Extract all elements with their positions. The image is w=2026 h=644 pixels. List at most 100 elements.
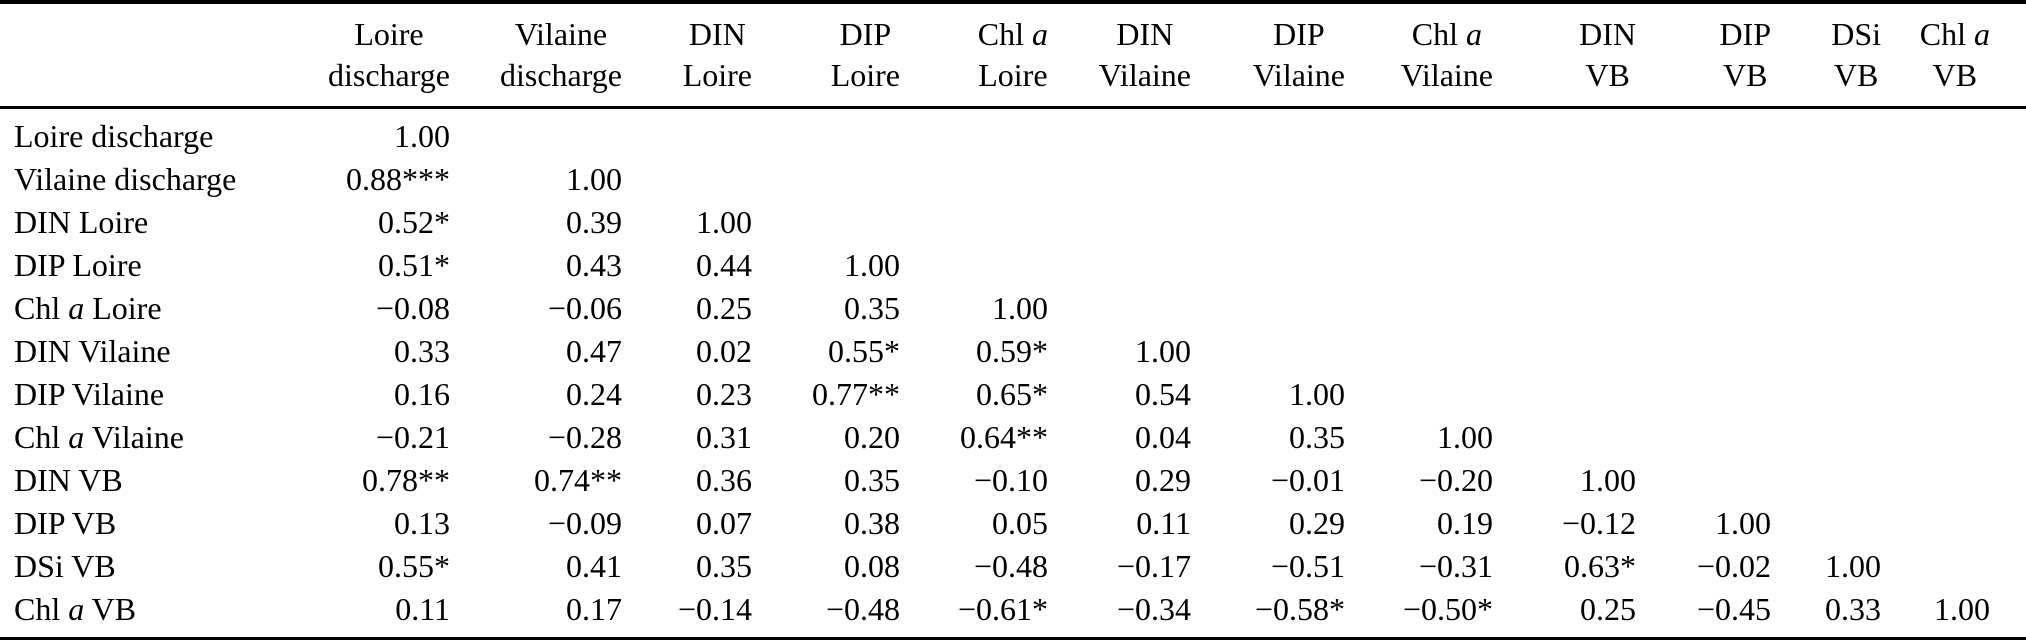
column-header: DIP Vilaine	[1191, 2, 1345, 108]
empty-cell	[1881, 201, 2026, 244]
correlation-cell: 0.19	[1437, 505, 1493, 541]
empty-cell	[1771, 416, 1881, 459]
correlation-cell: 0.07	[696, 505, 752, 541]
table-row: Vilaine discharge 0.88*** 1.00	[0, 158, 2026, 201]
table-row: DIN VB 0.78** 0.74** 0.36 0.35 −0.10 0.29 −0.01…	[0, 459, 2026, 502]
empty-cell	[900, 244, 1048, 287]
empty-cell	[1048, 287, 1191, 330]
empty-cell	[1345, 287, 1493, 330]
column-header-line1: Vilaine	[514, 16, 608, 52]
empty-cell	[1345, 201, 1493, 244]
row-label: Vilaine discharge	[14, 161, 237, 197]
table-header: Loire discharge Vilaine discharge DIN Loire DI…	[0, 2, 2026, 108]
empty-cell	[1881, 416, 2026, 459]
correlation-cell: 0.51*	[378, 247, 450, 283]
column-header-line2: VB	[1722, 57, 1768, 93]
empty-cell	[1771, 330, 1881, 373]
correlation-cell: −0.58*	[1254, 591, 1345, 627]
correlation-cell: 1.00	[1437, 419, 1493, 455]
table-row: Chl a Loire −0.08 −0.06 0.25 0.35 1.00	[0, 287, 2026, 330]
empty-cell	[1048, 244, 1191, 287]
column-header-line2: Vilaine	[1252, 57, 1345, 93]
correlation-cell: −0.48	[973, 548, 1048, 584]
correlation-cell: 0.25	[1580, 591, 1636, 627]
column-header: DIN Loire	[622, 2, 752, 108]
correlation-cell: −0.51	[1270, 548, 1345, 584]
correlation-cell: 0.20	[844, 419, 900, 455]
column-header: Vilaine discharge	[450, 2, 622, 108]
correlation-cell: −0.20	[1418, 462, 1493, 498]
empty-cell	[1345, 158, 1493, 201]
table-row: Loire discharge 1.00	[0, 108, 2026, 159]
empty-cell	[1771, 108, 1881, 159]
empty-cell	[1493, 287, 1636, 330]
column-header-line1: DSi	[1831, 16, 1881, 52]
correlation-cell: −0.12	[1561, 505, 1636, 541]
column-header-line2: VB	[1585, 57, 1630, 93]
empty-cell	[1345, 244, 1493, 287]
column-header-line1: DIN	[1579, 16, 1636, 52]
empty-cell	[1493, 201, 1636, 244]
correlation-cell: −0.48	[825, 591, 900, 627]
empty-cell	[1771, 459, 1881, 502]
correlation-cell: 0.63*	[1564, 548, 1636, 584]
correlation-cell: 0.35	[844, 462, 900, 498]
table-row: DIP Loire 0.51* 0.43 0.44 1.00	[0, 244, 2026, 287]
empty-cell	[1881, 158, 2026, 201]
column-header: DSi VB	[1771, 2, 1881, 108]
correlation-cell: 0.35	[844, 290, 900, 326]
correlation-cell: −0.34	[1116, 591, 1191, 627]
table-row: DIN Vilaine 0.33 0.47 0.02 0.55* 0.59* 1.00	[0, 330, 2026, 373]
empty-cell	[752, 158, 900, 201]
column-header: Chl a Loire	[900, 2, 1048, 108]
correlation-cell: 0.54	[1135, 376, 1191, 412]
column-header-line2: Vilaine	[1400, 57, 1493, 93]
correlation-cell: 0.43	[566, 247, 622, 283]
empty-cell	[1191, 108, 1345, 159]
correlation-cell: −0.10	[973, 462, 1048, 498]
column-header: Chl a Vilaine	[1345, 2, 1493, 108]
row-label: DIP VB	[14, 505, 117, 541]
row-label: Chl a Vilaine	[14, 419, 184, 455]
empty-cell	[1881, 373, 2026, 416]
empty-cell	[1493, 373, 1636, 416]
correlation-cell: 0.31	[696, 419, 752, 455]
column-header: Loire discharge	[310, 2, 450, 108]
empty-cell	[1771, 244, 1881, 287]
empty-cell	[1493, 158, 1636, 201]
row-label: DIP Loire	[14, 247, 142, 283]
empty-cell	[900, 201, 1048, 244]
empty-cell	[1493, 416, 1636, 459]
empty-cell	[1636, 287, 1771, 330]
correlation-cell: −0.45	[1696, 591, 1771, 627]
correlation-cell: 0.36	[696, 462, 752, 498]
correlation-cell: 0.35	[1289, 419, 1345, 455]
table-row: DIN Loire 0.52* 0.39 1.00	[0, 201, 2026, 244]
correlation-cell: 0.04	[1135, 419, 1191, 455]
empty-cell	[1881, 502, 2026, 545]
column-header-line1: Chl a	[977, 16, 1048, 52]
table-row: DIP VB 0.13 −0.09 0.07 0.38 0.05 0.11 0.29 0.19 −…	[0, 502, 2026, 545]
column-header: DIN Vilaine	[1048, 2, 1191, 108]
correlation-cell: 0.24	[566, 376, 622, 412]
column-header-line2: discharge	[327, 57, 450, 93]
column-header: DIP VB	[1636, 2, 1771, 108]
column-header-line2: Loire	[682, 57, 752, 93]
empty-cell	[622, 108, 752, 159]
correlation-cell: 0.77**	[812, 376, 900, 412]
correlation-cell: 0.29	[1289, 505, 1345, 541]
empty-cell	[1636, 459, 1771, 502]
correlation-cell: 0.52*	[378, 204, 450, 240]
table-body: Loire discharge 1.00 Vilaine discharge 0.88…	[0, 108, 2026, 639]
column-header-line2: Vilaine	[1098, 57, 1191, 93]
correlation-cell: 1.00	[566, 161, 622, 197]
empty-cell	[1191, 287, 1345, 330]
column-header-line2: discharge	[499, 57, 622, 93]
correlation-cell: 1.00	[992, 290, 1048, 326]
correlation-cell: 0.33	[394, 333, 450, 369]
correlation-cell: 1.00	[1289, 376, 1345, 412]
row-label: Chl a VB	[14, 591, 137, 627]
row-label: DSi VB	[14, 548, 116, 584]
